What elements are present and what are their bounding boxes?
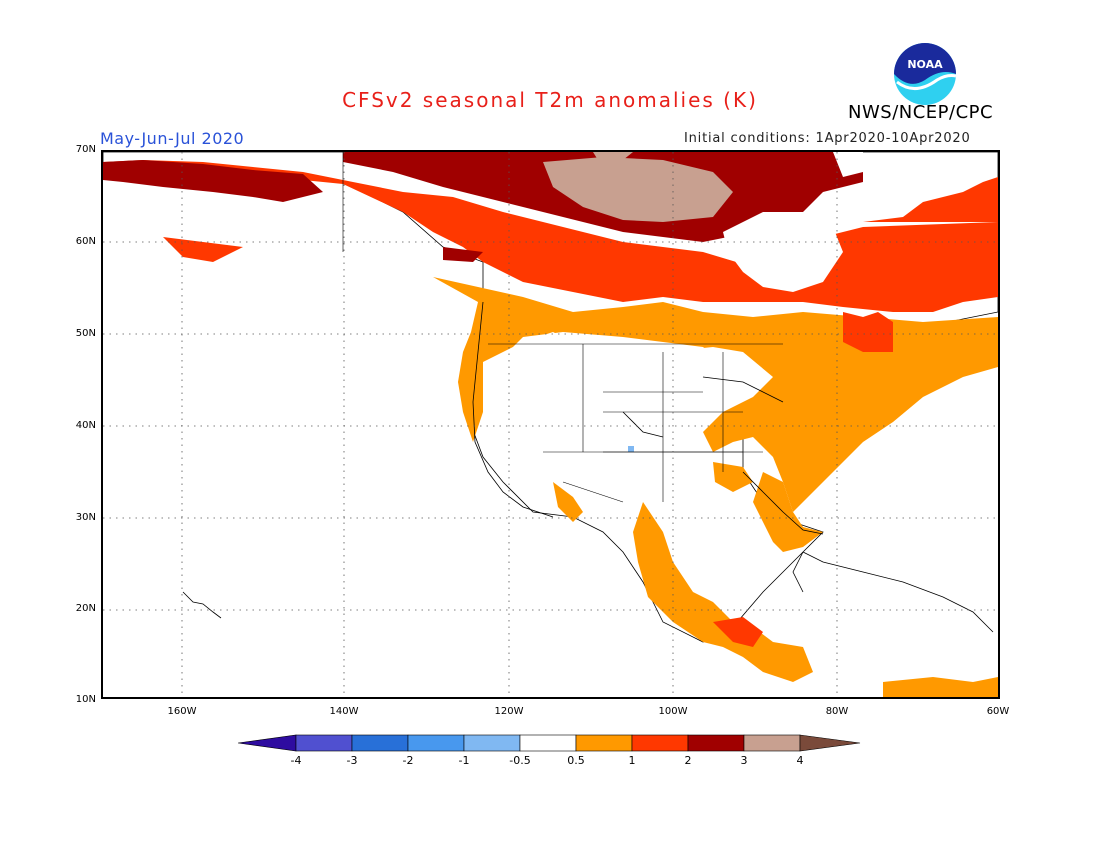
colorbar-bin-9 bbox=[743, 734, 801, 752]
colorbar-bin-4 bbox=[463, 734, 521, 752]
coastlines bbox=[182, 301, 994, 633]
lon-label-160w: 160W bbox=[167, 706, 197, 717]
colorbar-label: -0.5 bbox=[509, 754, 531, 767]
lon-label-80w: 80W bbox=[825, 706, 849, 717]
colorbar-arrow-right bbox=[799, 734, 861, 752]
colorbar-arrow-left bbox=[238, 734, 297, 752]
colorbar-label: 2 bbox=[684, 754, 692, 767]
colorbar-label: 0.5 bbox=[567, 754, 585, 767]
lon-label-120w: 120W bbox=[494, 706, 524, 717]
colorbar-bin-6 bbox=[575, 734, 633, 752]
colorbar-bin-3 bbox=[407, 734, 465, 752]
lon-label-100w: 100W bbox=[658, 706, 688, 717]
lon-label-140w: 140W bbox=[329, 706, 359, 717]
colorbar-label: -1 bbox=[458, 754, 470, 767]
colorbar-label: -2 bbox=[402, 754, 414, 767]
colorbar-label: -4 bbox=[290, 754, 302, 767]
lon-label-60w: 60W bbox=[986, 706, 1010, 717]
lat-label-50n: 50N bbox=[75, 328, 96, 339]
map-canvas bbox=[103, 152, 998, 697]
colorbar-bin-8 bbox=[687, 734, 745, 752]
lat-label-30n: 30N bbox=[75, 512, 96, 523]
anomaly-map bbox=[101, 150, 1000, 699]
lat-label-60n: 60N bbox=[75, 236, 96, 247]
lat-label-20n: 20N bbox=[75, 603, 96, 614]
forecast-period: May-Jun-Jul 2020 bbox=[100, 129, 245, 148]
lat-label-70n: 70N bbox=[75, 144, 96, 155]
colorbar-label: 4 bbox=[796, 754, 804, 767]
colorbar-bin-2 bbox=[351, 734, 409, 752]
lat-label-10n: 10N bbox=[75, 694, 96, 705]
anomaly-3-4 bbox=[543, 152, 733, 222]
colorbar-bin-5 bbox=[519, 734, 577, 752]
logo-text: NOAA bbox=[907, 58, 943, 71]
colorbar-label: -3 bbox=[346, 754, 358, 767]
chart-title: CFSv2 seasonal T2m anomalies (K) bbox=[342, 88, 758, 112]
cool-anomaly-spot bbox=[628, 446, 634, 452]
noaa-logo-icon: NOAA bbox=[894, 43, 957, 105]
organization-label: NWS/NCEP/CPC bbox=[848, 102, 994, 123]
colorbar-label: 1 bbox=[628, 754, 636, 767]
colorbar-label: 3 bbox=[740, 754, 748, 767]
colorbar-bin-7 bbox=[631, 734, 689, 752]
initial-conditions: Initial conditions: 1Apr2020-10Apr2020 bbox=[684, 131, 971, 146]
colorbar bbox=[238, 734, 861, 752]
colorbar-bin-1 bbox=[295, 734, 353, 752]
lat-label-40n: 40N bbox=[75, 420, 96, 431]
